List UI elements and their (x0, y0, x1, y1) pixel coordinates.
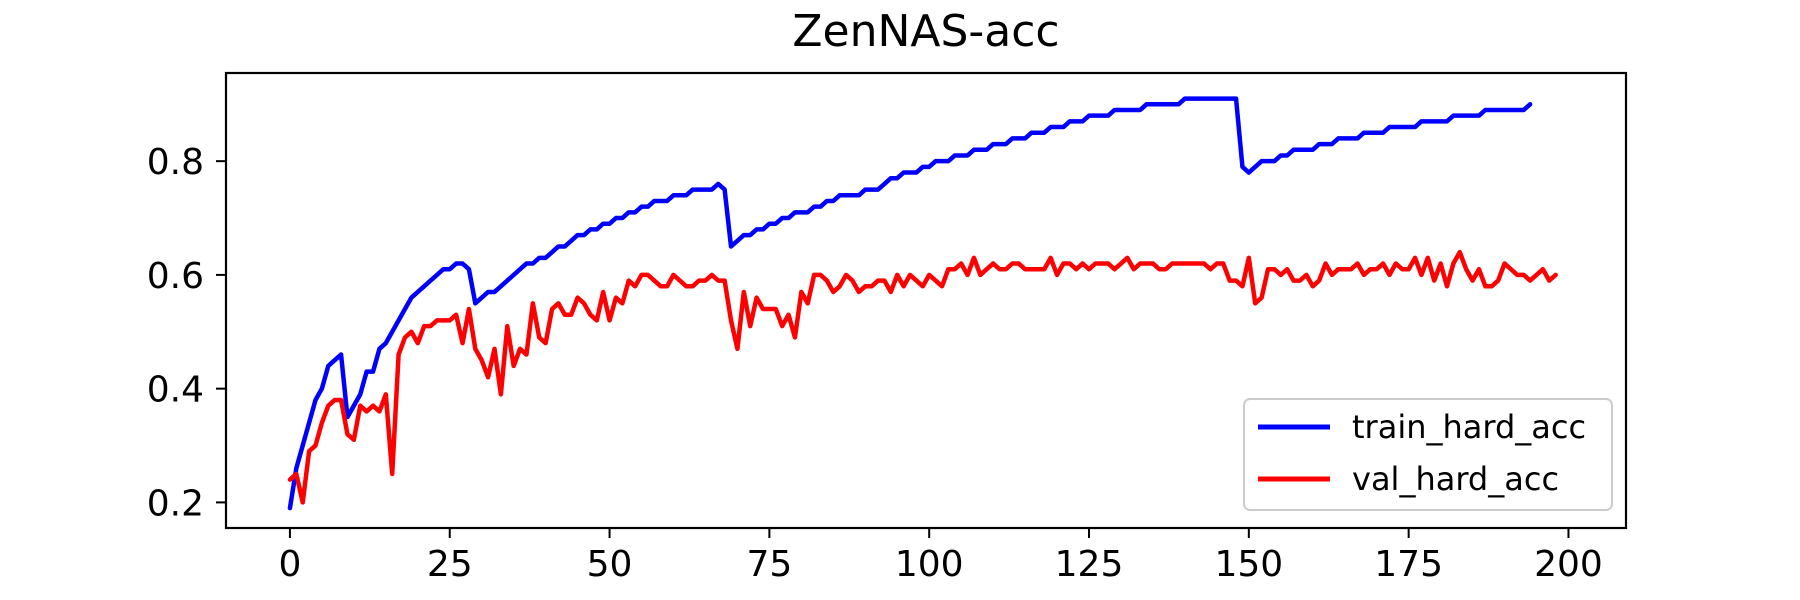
chart-title: ZenNAS-acc (792, 6, 1059, 57)
x-tick-label: 125 (1055, 544, 1124, 585)
x-tick-label: 200 (1534, 544, 1603, 585)
x-tick-label: 75 (746, 544, 792, 585)
x-tick-label: 25 (427, 544, 473, 585)
series-line-val-hard-acc (287, 249, 1558, 505)
legend-label-train-hard-acc: train_hard_acc (1352, 408, 1586, 446)
y-tick-label: 0.2 (147, 483, 204, 524)
axes-frame (224, 71, 1628, 530)
axis-ticks: 0 25 50 75 100 125 150 175 200 0.2 0.4 0.6 0.8 (147, 142, 1603, 585)
x-tick-label: 150 (1214, 544, 1283, 585)
x-tick-label: 0 (278, 544, 301, 585)
x-tick-label: 100 (895, 544, 964, 585)
legend-box (1243, 398, 1613, 511)
legend: train_hard_acc val_hard_acc (1243, 398, 1613, 511)
y-tick-label: 0.8 (147, 142, 204, 183)
plot-area (287, 96, 1558, 511)
series-line-train-hard-acc (287, 96, 1533, 511)
x-tick-label: 175 (1374, 544, 1443, 585)
y-tick-label: 0.4 (147, 370, 204, 411)
y-tick-label: 0.6 (147, 256, 204, 297)
x-tick-label: 50 (587, 544, 633, 585)
legend-label-val-hard-acc: val_hard_acc (1352, 460, 1559, 498)
